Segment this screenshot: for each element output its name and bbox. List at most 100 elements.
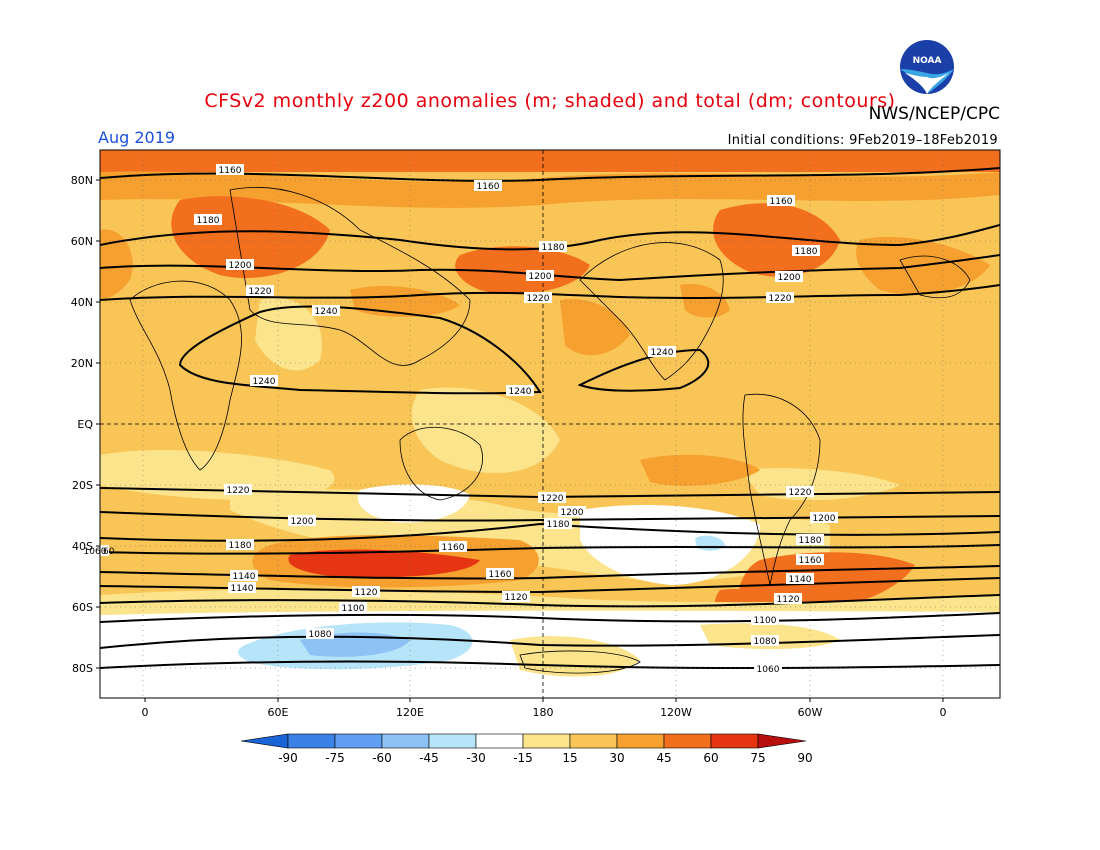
contour-label: 1200 [229,261,252,271]
contour-label-box [246,285,274,296]
contour-label: 1100 [342,604,365,614]
contour-label: 1160 [489,570,512,580]
contour-label-box [486,568,514,579]
colorbar-segment [428,733,477,749]
contour-label-box [312,305,340,316]
contour-label-box [796,554,824,565]
contour-label-box [786,573,814,584]
contour-label: 1200 [529,272,552,282]
lon-label: 0 [940,706,947,719]
contour-label-box [792,245,820,256]
contour-label-box [786,486,814,497]
contour-label-box [526,270,554,281]
colorbar-segment [710,733,759,749]
colorbar-tick-label: -45 [419,751,439,765]
contour-label: 1120 [355,588,378,598]
colorbar-tick-label: 60 [703,751,718,765]
contour-label-box [754,663,782,674]
contour-label: 1220 [527,294,550,304]
contour-label-box [439,541,467,552]
lat-label: 80S [72,662,93,675]
agency-label: NWS/NCEP/CPC [868,104,1000,124]
contour-label: 1220 [249,287,272,297]
noaa-logo-text: NOAA [913,56,942,66]
contour-label-box [226,259,254,270]
initial-conditions: Initial conditions: 9Feb2019–18Feb2019 [727,133,998,148]
contour-label: 1240 [509,387,532,397]
lon-label: 120E [396,706,424,719]
lon-label: 60W [798,706,823,719]
lat-label: 40S [72,540,93,553]
lon-label: 60E [268,706,289,719]
lon-label: 180 [533,706,554,719]
contour-label-box [352,586,380,597]
contour-label-box [767,195,795,206]
contour-label-box [194,214,222,225]
colorbar-arrow-low [240,733,289,749]
contour-label: 1180 [547,520,570,530]
colorbar-segment [287,733,336,749]
contour-label: 1200 [561,508,584,518]
contour-label-box [288,515,316,526]
contour-label: 1140 [231,584,254,594]
contour-label: 60 [103,547,115,557]
contour-label: 1180 [795,247,818,257]
contour-label-box [810,512,838,523]
lon-label: 0 [142,706,149,719]
contour-label: 1200 [778,273,801,283]
colorbar-arrow-high [757,733,807,749]
contour-label-box [751,614,779,625]
colorbar-segment [522,733,571,749]
contour-label: 1080 [309,630,332,640]
colorbar-segment [616,733,665,749]
contour-label: 1060 [84,547,107,557]
contour-label: 1200 [291,517,314,527]
colorbar-tick-label: 90 [797,751,812,765]
contour-label-box [306,628,334,639]
contour-label: 1180 [799,536,822,546]
colorbar-tick-label: -60 [372,751,392,765]
colorbar-tick-label: 45 [656,751,671,765]
contour-label-box [751,635,779,646]
contour-label: 1160 [477,182,500,192]
contour-label-box [506,385,534,396]
colorbar-tick-label: -15 [513,751,533,765]
contour-label-box [524,292,552,303]
contour-label: 1120 [777,595,800,605]
colorbar: -90 -75 -60 -45 -30 -15 15 30 45 60 75 90 [240,733,813,765]
chart-title: CFSv2 monthly z200 anomalies (m; shaded)… [204,90,896,112]
lat-label: 20S [72,479,93,492]
colorbar-segment [663,733,712,749]
contour-label-box [216,164,244,175]
lat-label: 20N [71,357,93,370]
colorbar-tick-label: 30 [609,751,624,765]
colorbar-tick-label: -30 [466,751,486,765]
contour-label-box [474,180,502,191]
colorbar-tick-label: 15 [562,751,577,765]
contour-label-box [224,484,252,495]
contour-label-box [226,539,254,550]
latitude-axis: 80N 60N 40N 20N EQ 20S 40S 60S 80S [71,174,100,675]
contour-label-box [544,518,572,529]
contour-label: 1120 [505,593,528,603]
contour-label: 1180 [197,216,220,226]
contour-label: 1220 [541,494,564,504]
contour-label-box [339,602,367,613]
lat-label: 80N [71,174,93,187]
colorbar-tick-label: 75 [750,751,765,765]
contour-label: 1160 [770,197,793,207]
contour-label-box [796,534,824,545]
contour-label-box [502,591,530,602]
contour-label: 1240 [651,348,674,358]
contour-label-box [81,545,109,556]
contour-label: 1200 [813,514,836,524]
contour-label: 1160 [219,166,242,176]
contour-label: 1240 [315,307,338,317]
colorbar-segment [334,733,383,749]
colorbar-segment [381,733,430,749]
contour-label: 1100 [754,616,777,626]
contour-label: 1160 [442,543,465,553]
contour-label-box [228,582,256,593]
contour-label: 1060 [757,665,780,675]
